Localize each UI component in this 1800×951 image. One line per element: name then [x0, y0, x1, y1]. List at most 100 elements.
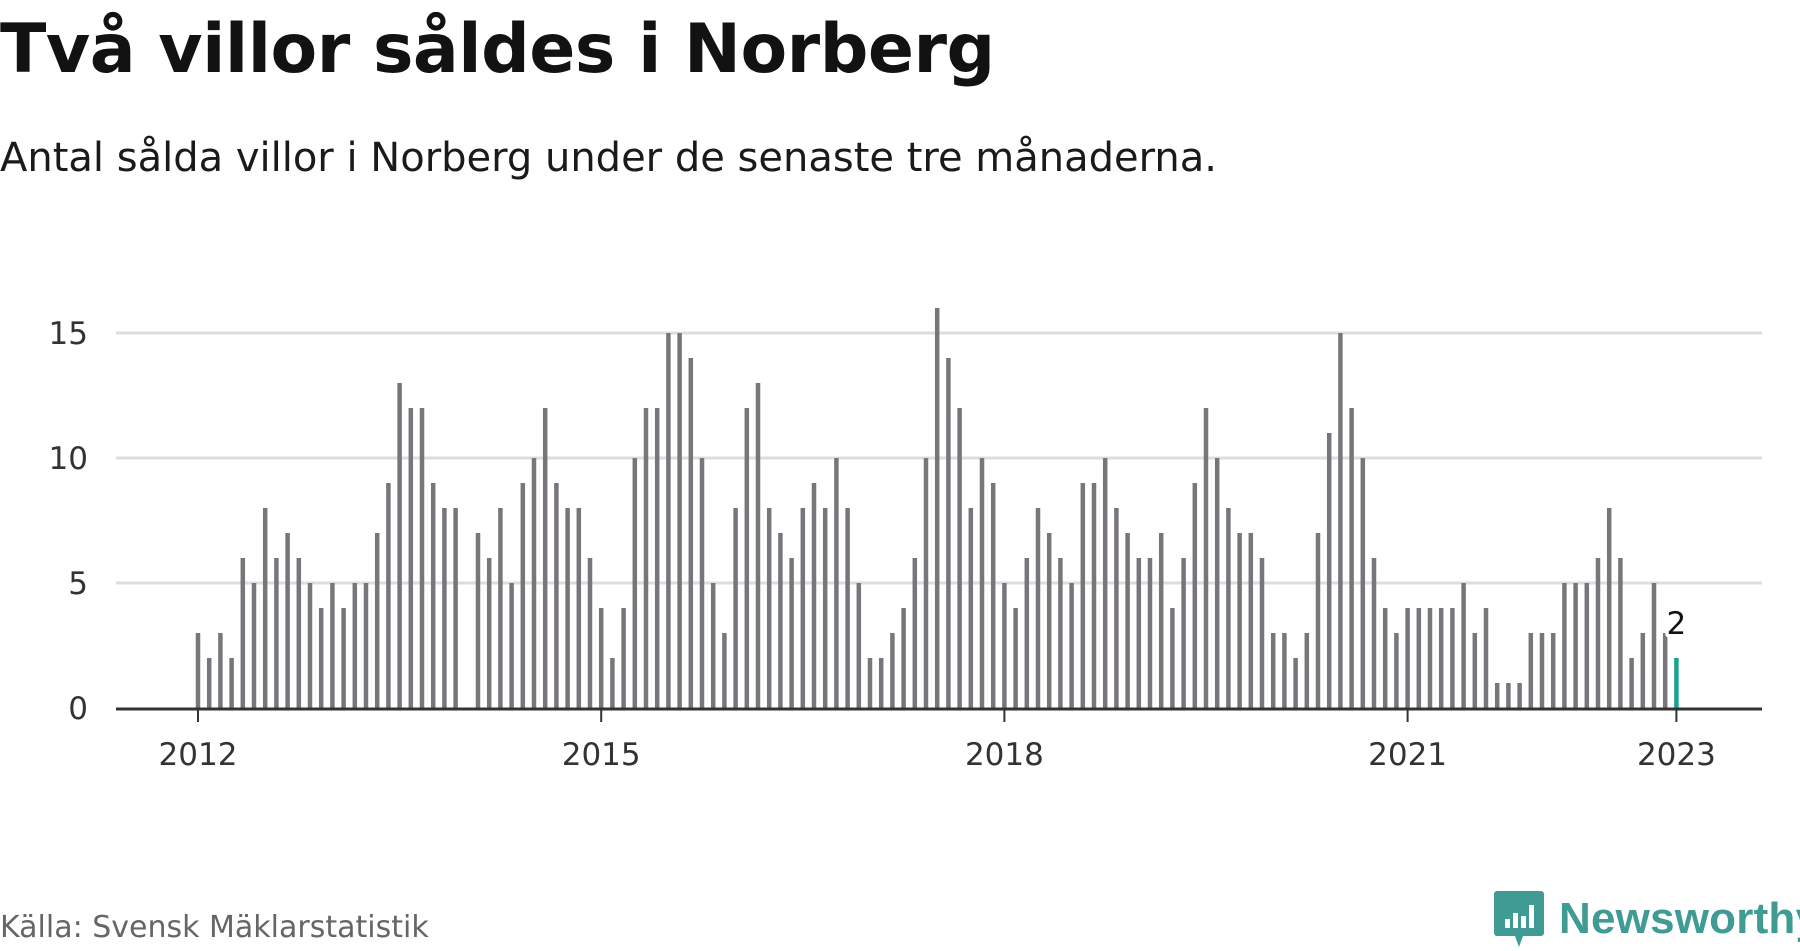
bar — [1125, 533, 1130, 708]
bar — [1114, 508, 1119, 708]
bar — [733, 508, 738, 708]
bars — [195, 308, 1679, 708]
bar — [475, 533, 481, 708]
bar — [1147, 558, 1153, 708]
bar — [1405, 608, 1410, 708]
bar — [744, 408, 750, 708]
bar — [632, 458, 638, 708]
bar — [1494, 683, 1500, 708]
bar — [845, 508, 850, 708]
bar — [397, 383, 402, 708]
bar — [1035, 508, 1041, 708]
bar — [352, 583, 358, 708]
bar — [274, 558, 279, 708]
bar — [363, 583, 369, 708]
bar — [1606, 508, 1612, 708]
bar — [677, 333, 682, 708]
axes — [116, 707, 1762, 722]
bar — [1069, 583, 1074, 708]
bar — [1080, 483, 1086, 708]
bar — [1539, 633, 1545, 708]
bar — [240, 558, 246, 708]
bar — [1024, 558, 1030, 708]
bar — [1102, 458, 1108, 708]
bar — [1270, 633, 1276, 708]
brand-logo: Newsworthy — [1493, 887, 1800, 951]
bar — [498, 508, 503, 708]
bar — [811, 483, 817, 708]
bar — [789, 558, 794, 708]
bar — [262, 508, 268, 708]
bar — [1349, 408, 1354, 708]
bar — [822, 508, 828, 708]
bar — [990, 483, 996, 708]
bar — [598, 608, 604, 708]
bar — [1427, 608, 1433, 708]
bar — [229, 658, 234, 708]
bar — [979, 458, 985, 708]
bar — [1181, 558, 1186, 708]
bar — [520, 483, 526, 708]
y-tick-label: 0 — [68, 691, 88, 727]
bar — [1293, 658, 1298, 708]
bar — [1360, 458, 1366, 708]
bar — [374, 533, 380, 708]
bar — [531, 458, 537, 708]
bar — [419, 408, 425, 708]
bar — [878, 658, 884, 708]
x-tick-label: 2021 — [1368, 737, 1447, 773]
bar — [554, 483, 559, 708]
bar — [1326, 433, 1332, 708]
bar — [453, 508, 458, 708]
bar — [1517, 683, 1522, 708]
bar — [1394, 633, 1399, 708]
bar — [341, 608, 346, 708]
bar — [610, 658, 615, 708]
bar — [912, 558, 918, 708]
bar — [486, 558, 492, 708]
bar — [1192, 483, 1198, 708]
bar — [1640, 633, 1646, 708]
chart-title: Två villor såldes i Norberg — [0, 10, 995, 89]
bar — [778, 533, 783, 708]
bar — [722, 633, 727, 708]
bar — [251, 583, 257, 708]
y-tick-label: 5 — [68, 566, 88, 602]
highlight-value-label: 2 — [1667, 606, 1687, 642]
x-tick-label: 2015 — [562, 737, 641, 773]
bar — [1382, 608, 1388, 708]
bar — [408, 408, 414, 708]
bar — [1573, 583, 1578, 708]
bar — [1595, 558, 1601, 708]
brand-name: Newsworthy — [1559, 894, 1800, 943]
bar — [688, 358, 694, 708]
bar — [1170, 608, 1175, 708]
bar — [890, 633, 895, 708]
bar — [1304, 633, 1310, 708]
bar — [1483, 608, 1489, 708]
bar — [666, 333, 671, 708]
bar — [800, 508, 806, 708]
bar — [755, 383, 761, 708]
bar — [1629, 658, 1634, 708]
bar — [856, 583, 862, 708]
y-tick-label: 10 — [49, 441, 88, 477]
bar — [1438, 608, 1444, 708]
bar — [1506, 683, 1511, 708]
bar — [1461, 583, 1466, 708]
labels: 0 5 10 15 2012 2015 2018 2021 2023 2 — [49, 316, 1716, 773]
bar — [968, 508, 974, 708]
newsworthy-logo-icon — [1494, 891, 1544, 947]
bar — [1338, 333, 1343, 708]
bar — [1528, 633, 1534, 708]
bar — [1046, 533, 1052, 708]
source-note: Källa: Svensk Mäklarstatistik — [0, 910, 429, 945]
bar — [576, 508, 582, 708]
bar — [710, 583, 716, 708]
bar — [542, 408, 548, 708]
x-tick-label: 2023 — [1637, 737, 1716, 773]
bar — [901, 608, 906, 708]
bar — [565, 508, 570, 708]
bar — [621, 608, 626, 708]
